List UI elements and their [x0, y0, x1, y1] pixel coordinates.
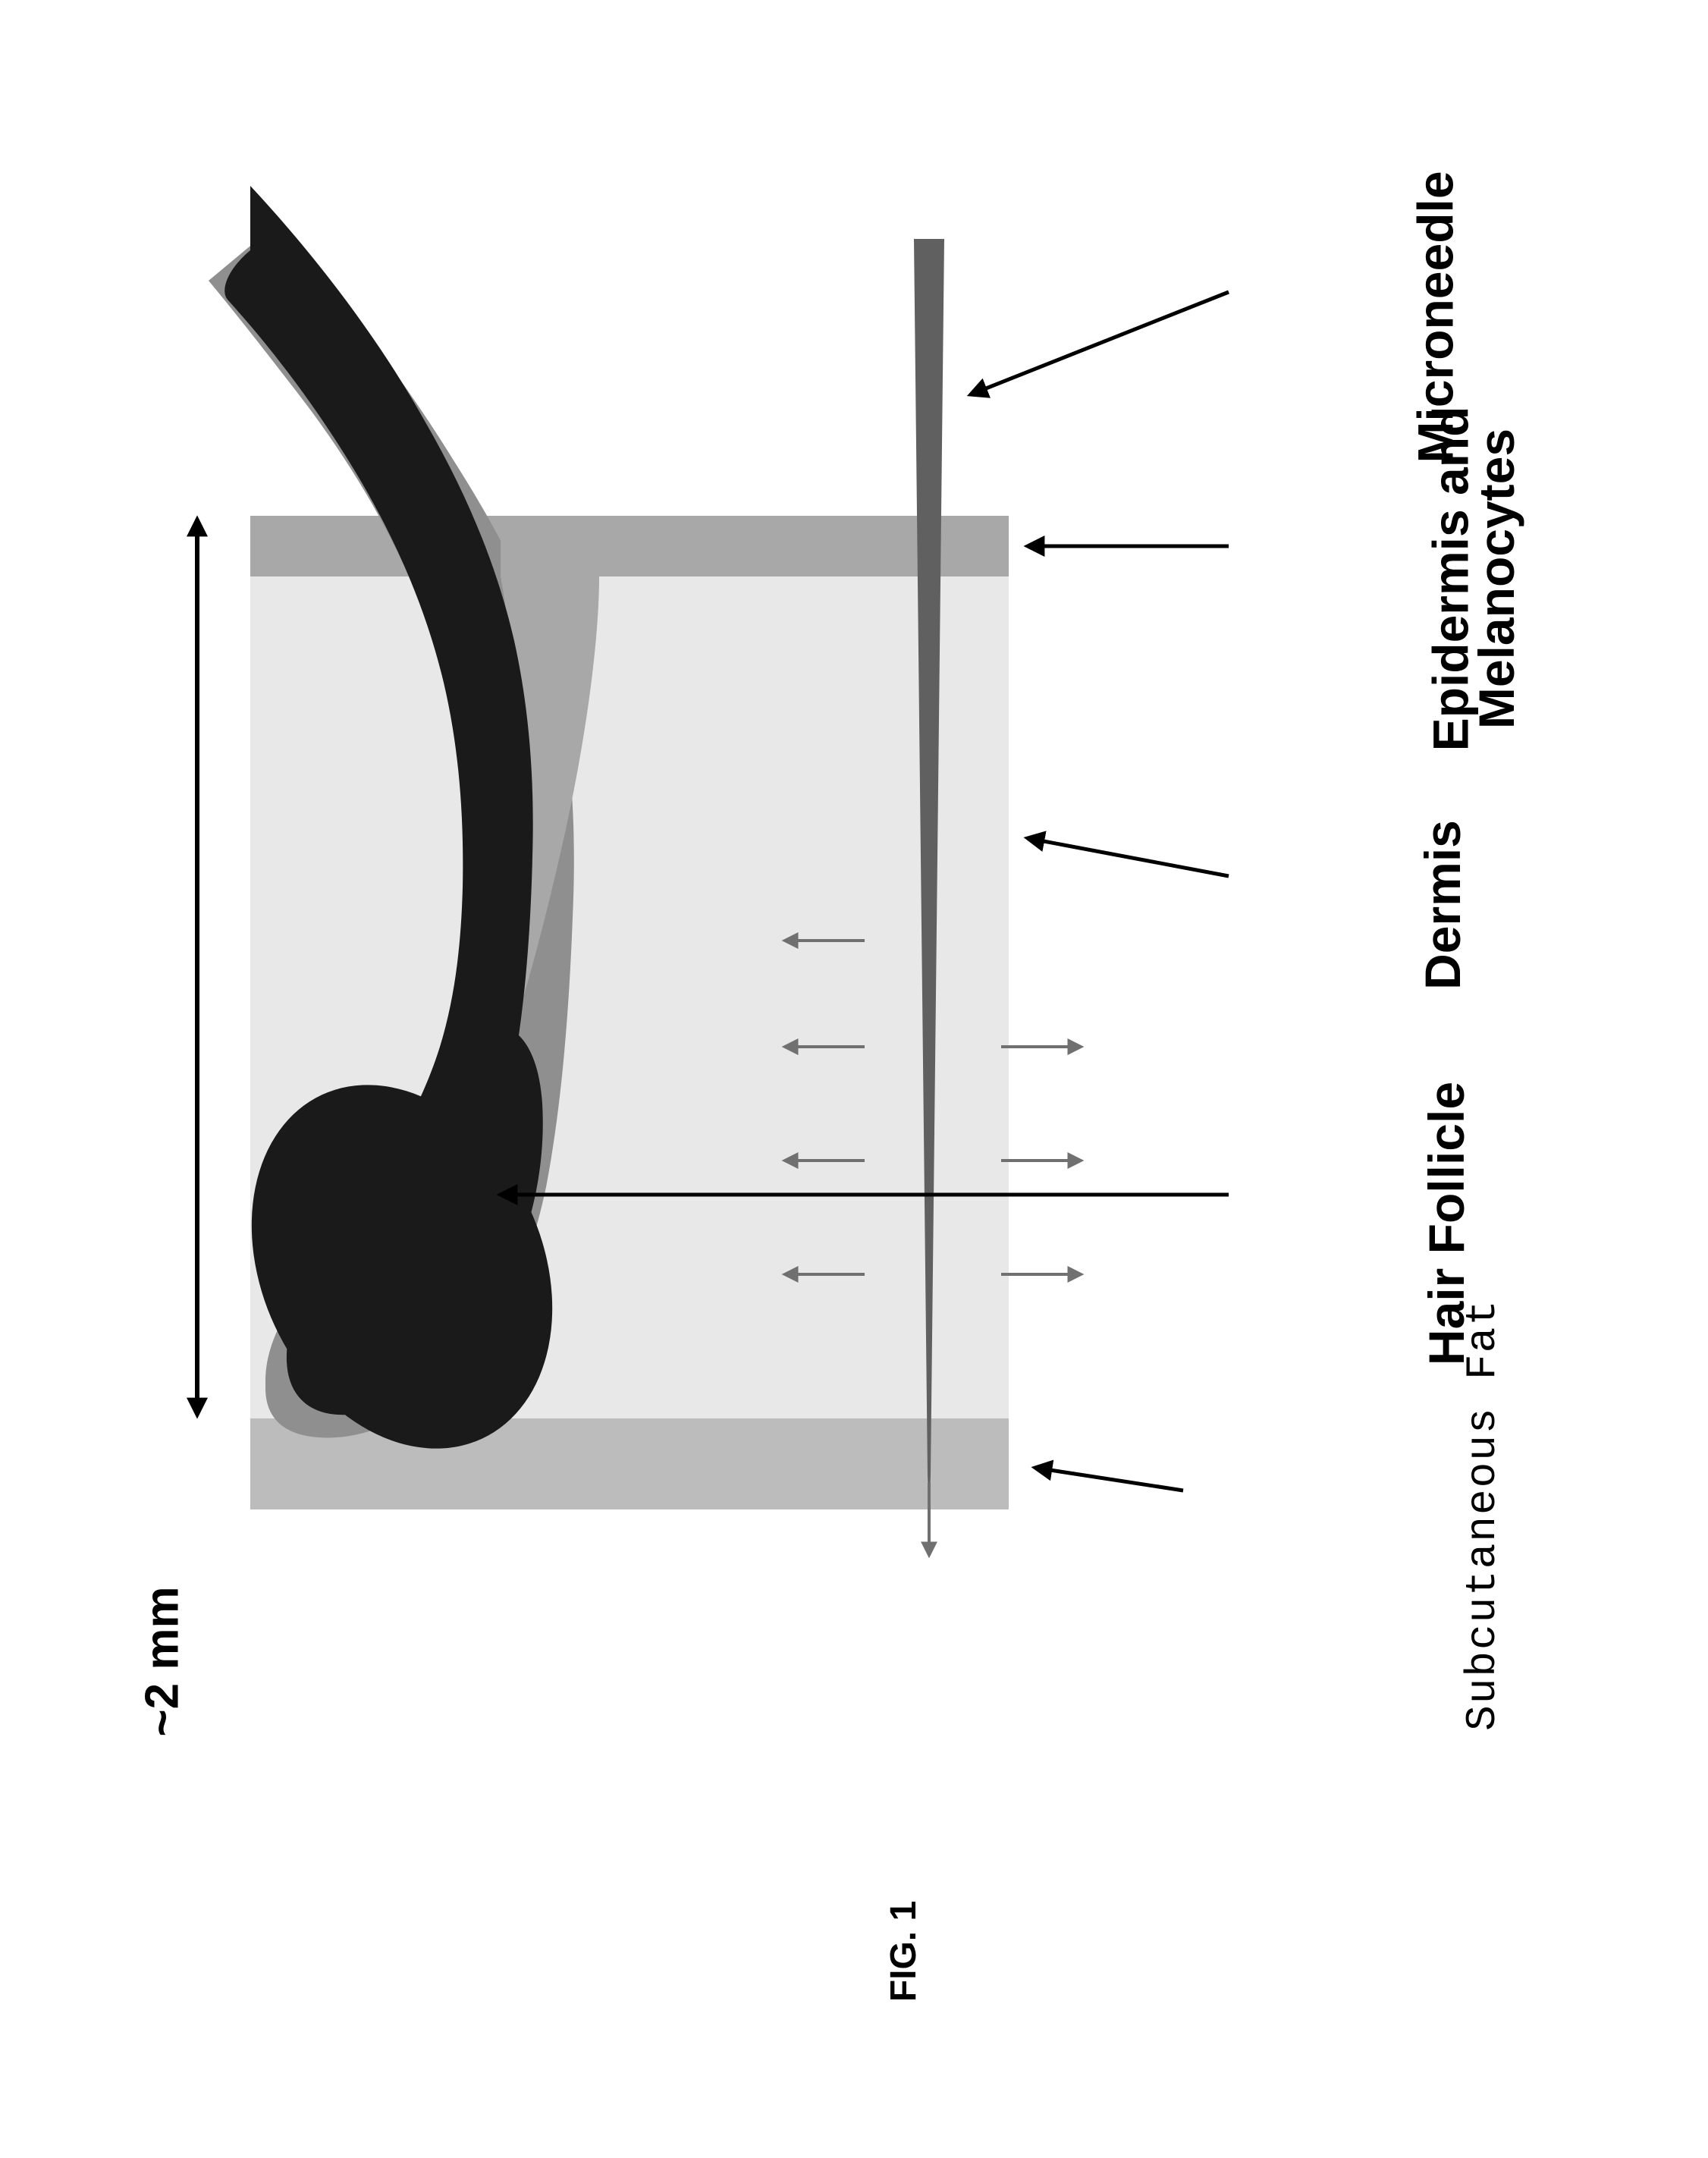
leader-microneedle [971, 292, 1229, 394]
leader-fat [1035, 1468, 1183, 1490]
label-scale: ~2 mm [136, 1586, 190, 1736]
label-epidermis-line2: Melanocytes [1468, 429, 1525, 729]
label-fat: Subcutaneous Fat [1458, 1299, 1507, 1731]
figure-caption: FIG. 1 [883, 1901, 925, 2002]
label-dermis: Dermis [1414, 820, 1471, 990]
leader-dermis [1028, 838, 1229, 876]
epidermis-layer [250, 516, 1009, 576]
